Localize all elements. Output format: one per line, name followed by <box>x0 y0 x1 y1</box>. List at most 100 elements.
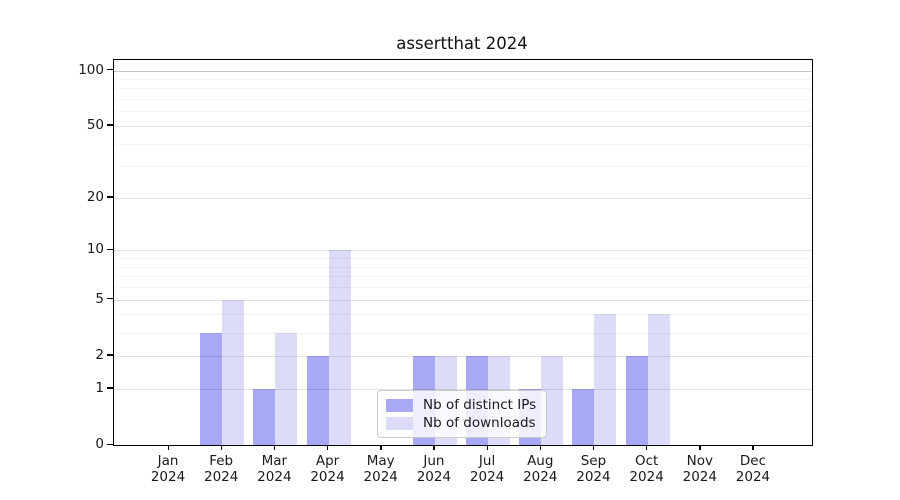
y-tick-mark <box>107 69 113 71</box>
x-tick-year: 2024 <box>469 469 505 485</box>
x-tick-year: 2024 <box>735 469 771 485</box>
x-axis-tick-label: May 2024 <box>349 453 413 485</box>
plot-area <box>113 59 813 446</box>
x-tick-year: 2024 <box>682 469 717 485</box>
y-axis-tick-label: 5 <box>95 290 104 307</box>
legend-item: Nb of downloads <box>386 414 536 432</box>
x-tick-mark <box>699 445 701 451</box>
x-tick-mark <box>592 445 595 451</box>
x-tick-mark <box>539 445 542 451</box>
bar-downloads-sep <box>594 314 617 445</box>
x-tick-month: Mar <box>261 453 288 469</box>
legend: Nb of distinct IPs Nb of downloads <box>377 390 548 438</box>
y-tick-mark <box>107 196 113 198</box>
gridline-minor <box>114 266 812 268</box>
x-tick-month: Feb <box>209 453 234 469</box>
x-tick-year: 2024 <box>629 469 664 485</box>
x-axis-tick-label: Nov 2024 <box>668 453 732 485</box>
x-axis-tick-label: Mar 2024 <box>242 453 306 485</box>
x-axis-tick-label: Dec 2024 <box>721 453 785 485</box>
y-tick-mark <box>107 248 113 251</box>
gridline-minor <box>114 287 812 289</box>
gridline-major <box>114 299 812 301</box>
y-tick-mark <box>107 124 113 126</box>
bar-distinct-ips-oct <box>625 355 648 445</box>
y-axis-tick-label: 0 <box>95 436 104 452</box>
y-axis-tick-label: 50 <box>86 116 104 133</box>
x-axis-tick-label: Jul 2024 <box>455 453 519 485</box>
legend-swatch-downloads <box>386 416 413 430</box>
gridline-minor <box>114 111 812 113</box>
x-tick-year: 2024 <box>416 469 452 485</box>
y-axis-tick-label: 2 <box>95 346 104 363</box>
x-tick-mark <box>646 445 648 451</box>
y-tick-mark <box>107 443 113 445</box>
x-tick-month: Jan <box>157 453 179 469</box>
gridline-minor <box>114 166 812 168</box>
x-tick-mark <box>167 445 169 451</box>
y-tick-mark <box>107 354 113 356</box>
gridline-minor <box>114 143 812 145</box>
x-tick-month: Dec <box>739 453 767 469</box>
x-tick-month: Sep <box>580 453 607 469</box>
gridline-major <box>114 125 812 127</box>
bar-distinct-ips-sep <box>572 388 595 445</box>
x-axis-tick-label: Sep 2024 <box>561 453 625 485</box>
x-tick-year: 2024 <box>576 469 611 485</box>
x-axis-tick-label: Jan 2024 <box>136 453 200 485</box>
x-axis-tick-label: Apr 2024 <box>296 453 360 485</box>
bar-downloads-oct <box>647 314 670 445</box>
x-tick-year: 2024 <box>150 469 186 485</box>
x-tick-year: 2024 <box>523 469 558 485</box>
bar-distinct-ips-mar <box>253 388 276 445</box>
x-tick-year: 2024 <box>363 469 398 485</box>
x-axis-tick-label: Aug 2024 <box>508 453 572 485</box>
legend-item: Nb of distinct IPs <box>386 396 536 414</box>
x-axis-tick-label: Feb 2024 <box>189 453 253 485</box>
x-tick-month: Oct <box>634 453 659 469</box>
bar-distinct-ips-apr <box>306 355 329 445</box>
x-tick-month: Apr <box>315 453 340 469</box>
x-tick-year: 2024 <box>310 469 345 485</box>
gridline-major <box>114 70 812 72</box>
gridline-minor <box>114 88 812 90</box>
x-tick-mark <box>327 445 329 451</box>
y-tick-mark <box>107 298 113 300</box>
y-tick-mark <box>107 387 113 389</box>
y-axis-tick-label: 1 <box>95 379 104 396</box>
x-tick-month: May <box>366 453 395 469</box>
x-tick-year: 2024 <box>203 469 239 485</box>
bar-downloads-mar <box>275 332 298 445</box>
chart-title: assertthat 2024 <box>396 34 528 53</box>
x-tick-mark <box>220 445 222 451</box>
gridline-major <box>114 388 812 390</box>
gridline-major <box>114 197 812 199</box>
legend-label: Nb of distinct IPs <box>423 397 537 413</box>
bar-distinct-ips-feb <box>200 332 223 445</box>
y-axis-tick-label: 20 <box>86 188 104 205</box>
gridline-minor <box>114 314 812 316</box>
x-tick-mark <box>752 445 754 451</box>
x-tick-mark <box>273 445 276 451</box>
x-axis-tick-label: Jun 2024 <box>402 453 466 485</box>
gridline-major <box>114 250 812 252</box>
gridline-major <box>114 355 812 357</box>
x-tick-month: Jun <box>423 453 445 469</box>
bar-downloads-apr <box>328 250 351 445</box>
gridline-minor <box>114 276 812 278</box>
x-tick-mark <box>433 445 435 451</box>
gridline-minor <box>114 258 812 260</box>
x-tick-month: Nov <box>686 453 713 469</box>
y-axis-tick-label: 100 <box>78 61 104 78</box>
legend-label: Nb of downloads <box>423 415 536 431</box>
y-axis-tick-label: 10 <box>86 241 104 258</box>
x-tick-month: Aug <box>527 453 554 469</box>
x-tick-year: 2024 <box>257 469 292 485</box>
legend-swatch-distinct-ips <box>386 398 413 412</box>
x-tick-mark <box>380 445 382 451</box>
x-tick-mark <box>486 445 488 451</box>
x-tick-month: Jul <box>478 453 496 469</box>
gridline-minor <box>114 99 812 101</box>
gridline-minor <box>114 332 812 334</box>
